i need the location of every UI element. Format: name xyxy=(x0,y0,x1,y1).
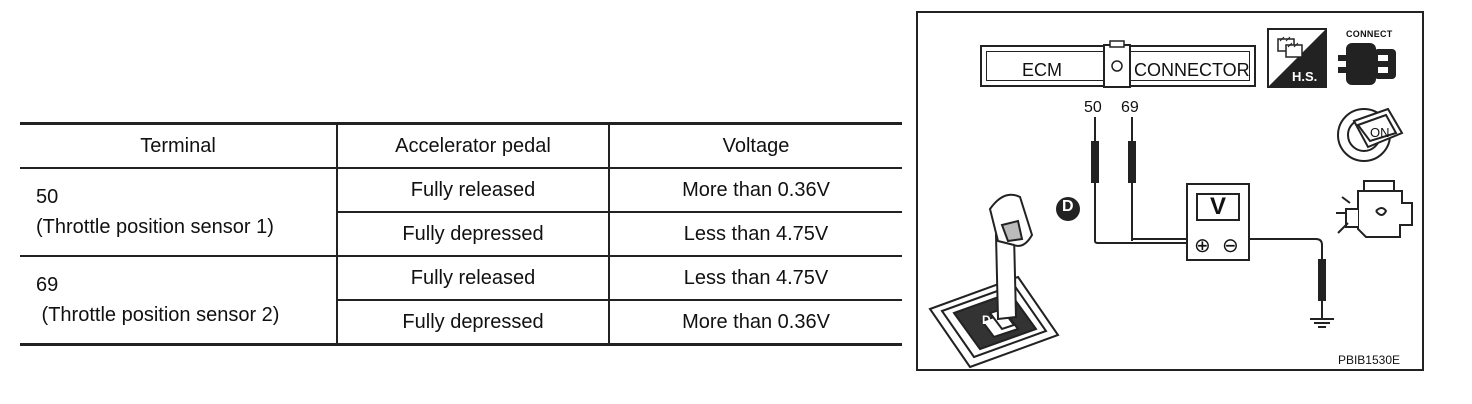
table-group-terminal-50: 50 (Throttle position sensor 1) Fully re… xyxy=(20,169,902,257)
terminal-number: 50 xyxy=(36,186,59,208)
terminal-description: (Throttle position sensor 1) xyxy=(36,216,274,238)
gear-d-badge xyxy=(1056,197,1080,221)
terminal-description: (Throttle position sensor 2) xyxy=(36,304,280,326)
gear-d-label: D xyxy=(1062,198,1074,215)
pedal-cell: Fully released xyxy=(338,169,610,211)
voltage-cell: Less than 4.75V xyxy=(683,222,829,245)
terminal-voltage-table: Terminal Accelerator pedal Voltage 50 (T… xyxy=(20,122,902,346)
table-row: Fully depressed Less than 4.75V xyxy=(338,211,902,255)
table-row: Fully released Less than 4.75V xyxy=(338,257,902,299)
pedal-cell: Fully depressed xyxy=(338,213,610,255)
ecm-connector-box: ECM CONNECTOR xyxy=(980,40,1256,88)
harness-connector-icon xyxy=(1103,40,1131,88)
ignition-key-on-icon xyxy=(1337,107,1404,162)
terminal-cell: 69 (Throttle position sensor 2) xyxy=(20,257,338,343)
engine-icon xyxy=(1336,180,1413,238)
voltmeter-plus-terminal: ⊕ xyxy=(1194,235,1211,257)
connector-label: CONNECTOR xyxy=(1134,60,1250,80)
terminal-number: 69 xyxy=(36,274,59,296)
pedal-cell: Fully depressed xyxy=(338,301,610,343)
table-row: Fully depressed More than 0.36V xyxy=(338,299,902,343)
wiring-diagram: ECM CONNECTOR 50 69 D D V ⊕ ⊖ H.S. CONNE… xyxy=(916,11,1424,371)
terminal-69-label: 69 xyxy=(1121,99,1139,116)
voltage-cell: More than 0.36V xyxy=(682,310,830,333)
ground-icon xyxy=(1310,301,1334,328)
terminal-cell: 50 (Throttle position sensor 1) xyxy=(20,169,338,255)
connect-label: CONNECT xyxy=(1346,29,1393,39)
ignition-on-label: ON xyxy=(1370,125,1390,140)
diagram-drawing xyxy=(928,28,1413,369)
terminal-50-label: 50 xyxy=(1084,99,1102,116)
gear-plate-d-label: D xyxy=(982,313,991,327)
header-accelerator-pedal: Accelerator pedal xyxy=(338,125,610,167)
group-rows: Fully released Less than 4.75V Fully dep… xyxy=(338,257,902,343)
reference-code: PBIB1530E xyxy=(1337,353,1400,367)
voltage-cell: Less than 4.75V xyxy=(683,266,829,289)
hs-label: H.S. xyxy=(1292,69,1318,84)
voltmeter-display: V xyxy=(1196,193,1240,221)
connect-icon xyxy=(1338,43,1396,85)
voltage-cell: More than 0.36V xyxy=(682,178,830,201)
ground-probe xyxy=(1318,259,1326,301)
probe-tip-50 xyxy=(1091,141,1099,183)
hs-icon xyxy=(1267,28,1327,88)
pedal-cell: Fully released xyxy=(338,257,610,299)
header-voltage: Voltage xyxy=(722,134,790,157)
header-terminal: Terminal xyxy=(20,125,338,167)
ecm-label: ECM xyxy=(1022,60,1062,80)
table-group-terminal-69: 69 (Throttle position sensor 2) Fully re… xyxy=(20,257,902,343)
voltmeter-minus-terminal: ⊖ xyxy=(1222,235,1239,257)
group-rows: Fully released More than 0.36V Fully dep… xyxy=(338,169,902,255)
table-header-row: Terminal Accelerator pedal Voltage xyxy=(20,125,902,169)
table-row: Fully released More than 0.36V xyxy=(338,169,902,211)
voltmeter-icon: V ⊕ ⊖ xyxy=(1186,183,1250,261)
shift-lever-icon xyxy=(928,193,1060,369)
probe-tip-69 xyxy=(1128,141,1136,183)
